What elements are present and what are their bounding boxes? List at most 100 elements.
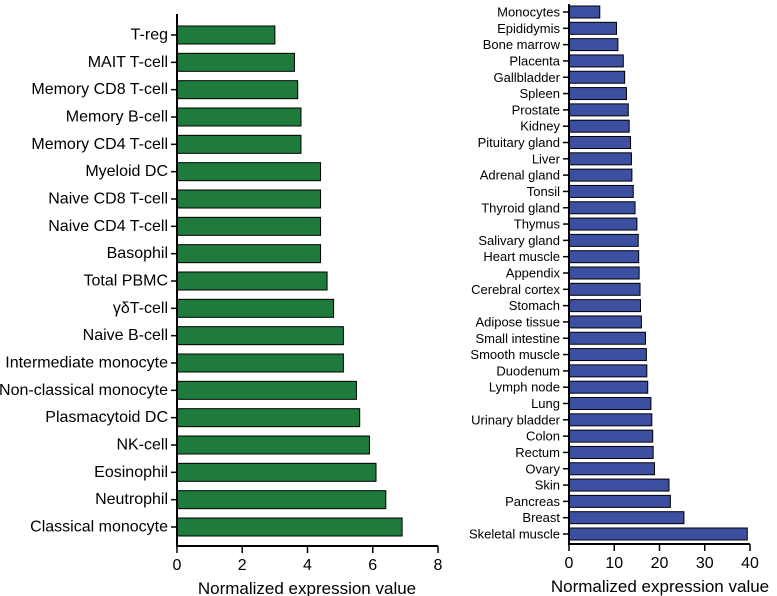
bar-adipose-tissue [569,316,641,328]
x-axis-title: Normalized expression value [551,577,769,596]
category-label: MAIT T-cell [88,54,168,71]
category-label: γδT-cell [113,300,168,317]
bar-pituitary-gland [569,137,631,149]
category-label: Colon [526,429,560,444]
bar-adrenal-gland [569,169,632,181]
category-label: Prostate [512,102,560,117]
bar-naive-b-cell [177,327,343,345]
bar-total-pbmc [177,272,327,290]
bar-prostate [569,104,628,116]
bar--t-cell [177,299,334,317]
x-axis-title: Normalized expression value [198,579,416,596]
x-tick-label: 0 [565,555,574,572]
bar-colon [569,430,653,442]
category-label: Classical monocyte [30,519,168,536]
bar-skin [569,479,669,491]
bar-spleen [569,88,626,100]
x-tick-label: 30 [696,555,714,572]
x-tick-label: 40 [741,555,759,572]
category-label: Skin [535,478,560,493]
category-label: Memory B-cell [66,109,168,126]
bar-epididymis [569,22,617,34]
bar-lung [569,398,651,410]
category-label: Tonsil [527,184,560,199]
category-label: Adrenal gland [480,168,560,183]
category-label: Bone marrow [483,37,561,52]
bar-non-classical-monocyte [177,381,356,399]
category-label: Skeletal muscle [469,527,560,542]
bar-naive-cd8-t-cell [177,190,321,208]
category-label: Memory CD4 T-cell [31,136,168,153]
category-label: Basophil [107,245,168,262]
x-tick-label: 2 [238,557,247,574]
category-label: Memory CD8 T-cell [31,81,168,98]
category-label: Neutrophil [95,491,168,508]
bar-gallbladder [569,71,625,83]
bar-salivary-gland [569,234,638,246]
bar-lymph-node [569,381,648,393]
bar-naive-cd4-t-cell [177,217,321,235]
category-label: Liver [532,151,561,166]
bar-thyroid-gland [569,202,635,214]
category-label: Adipose tissue [475,314,560,329]
category-label: Naive CD4 T-cell [48,218,168,235]
category-label: Intermediate monocyte [5,355,168,372]
category-label: Myeloid DC [85,163,168,180]
bar-thymus [569,218,637,230]
bar-bone-marrow [569,39,618,51]
category-label: Duodenum [496,363,560,378]
bar-memory-cd4-t-cell [177,135,301,153]
category-label: T-reg [131,27,168,44]
category-label: Appendix [506,266,561,281]
bar-placenta [569,55,623,67]
category-label: Ovary [525,461,560,476]
category-label: Thyroid gland [481,200,560,215]
x-tick-label: 10 [605,555,623,572]
category-label: Lung [531,396,560,411]
x-tick-label: 0 [173,557,182,574]
bar-intermediate-monocyte [177,354,343,372]
bar-liver [569,153,631,165]
category-label: Placenta [509,53,560,68]
category-label: Salivary gland [478,233,560,248]
category-label: Non-classical monocyte [0,382,168,399]
category-label: Urinary bladder [471,412,561,427]
bar-memory-cd8-t-cell [177,81,298,99]
category-label: Kidney [520,119,560,134]
left-chart-panel: T-reg MAIT T-cell Memory CD8 T-cell Memory … [0,14,443,596]
category-label: Stomach [509,298,560,313]
category-label: Smooth muscle [470,347,560,362]
category-label: Lymph node [489,380,560,395]
category-label: Spleen [520,86,560,101]
bar-plasmacytoid-dc [177,409,360,427]
bar-heart-muscle [569,251,639,263]
bar-classical-monocyte [177,518,402,536]
bar-eosinophil [177,463,376,481]
bar-basophil [177,245,321,263]
bar-appendix [569,267,639,279]
bar-smooth-muscle [569,349,646,361]
x-tick-label: 20 [651,555,669,572]
bar-pancreas [569,495,670,507]
category-label: Heart muscle [483,249,560,264]
category-label: Breast [522,510,560,525]
bar-mait-t-cell [177,53,294,71]
bar-neutrophil [177,491,386,509]
bar-nk-cell [177,436,369,454]
bar-rectum [569,446,653,458]
category-label: NK-cell [116,437,168,454]
bar-tonsil [569,185,633,197]
bar-kidney [569,120,629,132]
category-label: Naive B-cell [83,327,168,344]
x-tick-label: 6 [368,557,377,574]
bar-memory-b-cell [177,108,301,126]
bar-urinary-bladder [569,414,652,426]
bar-t-reg [177,26,275,44]
bar-monocytes [569,6,600,18]
category-label: Monocytes [497,5,560,20]
bar-myeloid-dc [177,163,321,181]
category-label: Thymus [514,217,561,232]
category-label: Small intestine [475,331,560,346]
bar-duodenum [569,365,647,377]
